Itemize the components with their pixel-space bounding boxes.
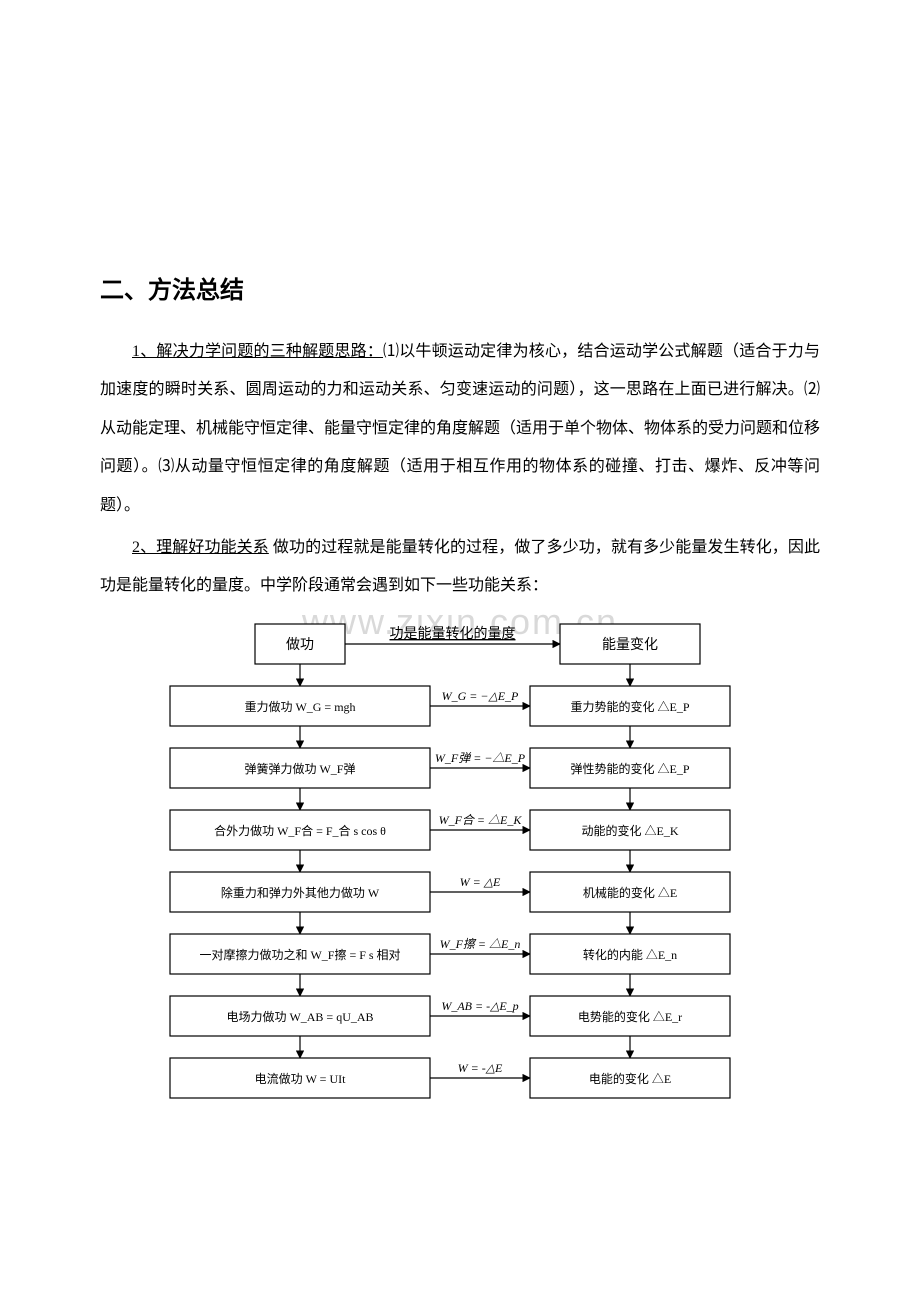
svg-text:重力势能的变化 △E_P: 重力势能的变化 △E_P <box>570 699 689 714</box>
svg-text:转化的内能 △E_n: 转化的内能 △E_n <box>583 947 677 962</box>
svg-text:重力做功 W_G = mgh: 重力做功 W_G = mgh <box>244 699 355 714</box>
svg-text:W_F擦 = △E_n: W_F擦 = △E_n <box>440 937 521 951</box>
flowchart: www.zixin.com.cn功是能量转化的量度W_G = −△E_PW_F弹… <box>100 614 820 1134</box>
svg-text:合外力做功 W_F合 = F_合 s cos θ: 合外力做功 W_F合 = F_合 s cos θ <box>214 823 386 838</box>
svg-text:W_AB = -△E_p: W_AB = -△E_p <box>441 999 518 1013</box>
svg-text:能量变化: 能量变化 <box>602 637 658 653</box>
svg-text:一对摩擦力做功之和 W_F擦 = F s 相对: 一对摩擦力做功之和 W_F擦 = F s 相对 <box>199 947 400 962</box>
section-title: 二、方法总结 <box>100 270 820 305</box>
svg-text:做功: 做功 <box>286 637 314 653</box>
svg-text:W_G = −△E_P: W_G = −△E_P <box>442 689 519 703</box>
flowchart-svg: www.zixin.com.cn功是能量转化的量度W_G = −△E_PW_F弹… <box>150 614 770 1134</box>
svg-text:动能的变化 △E_K: 动能的变化 △E_K <box>582 823 679 838</box>
paragraph-1: 1、解决力学问题的三种解题思路：⑴以牛顿运动定律为核心，结合运动学公式解题（适合… <box>100 333 820 525</box>
para1-rest: ⑴以牛顿运动定律为核心，结合运动学公式解题（适合于力与加速度的瞬时关系、圆周运动… <box>100 343 820 514</box>
svg-text:W_F弹 = −△E_P: W_F弹 = −△E_P <box>435 751 526 765</box>
svg-text:弹簧弹力做功 W_F弹: 弹簧弹力做功 W_F弹 <box>244 761 355 776</box>
para1-label: 1、解决力学问题的三种解题思路： <box>132 343 383 360</box>
svg-text:机械能的变化 △E: 机械能的变化 △E <box>583 885 677 900</box>
svg-text:电势能的变化 △E_r: 电势能的变化 △E_r <box>578 1009 682 1024</box>
svg-text:弹性势能的变化 △E_P: 弹性势能的变化 △E_P <box>570 761 689 776</box>
svg-text:电流做功 W = UIt: 电流做功 W = UIt <box>255 1071 347 1086</box>
svg-text:功是能量转化的量度: 功是能量转化的量度 <box>390 626 516 642</box>
paragraph-2: 2、理解好功能关系 做功的过程就是能量转化的过程，做了多少功，就有多少能量发生转… <box>100 529 820 606</box>
svg-text:除重力和弹力外其他力做功 W: 除重力和弹力外其他力做功 W <box>221 885 380 900</box>
svg-text:W = -△E: W = -△E <box>458 1061 503 1075</box>
svg-text:W_F合 = △E_K: W_F合 = △E_K <box>439 813 523 827</box>
svg-text:电能的变化 △E: 电能的变化 △E <box>589 1071 671 1086</box>
svg-text:电场力做功 W_AB = qU_AB: 电场力做功 W_AB = qU_AB <box>226 1009 373 1024</box>
para2-label: 2、理解好功能关系 <box>132 539 269 556</box>
svg-text:W = △E: W = △E <box>460 875 501 889</box>
